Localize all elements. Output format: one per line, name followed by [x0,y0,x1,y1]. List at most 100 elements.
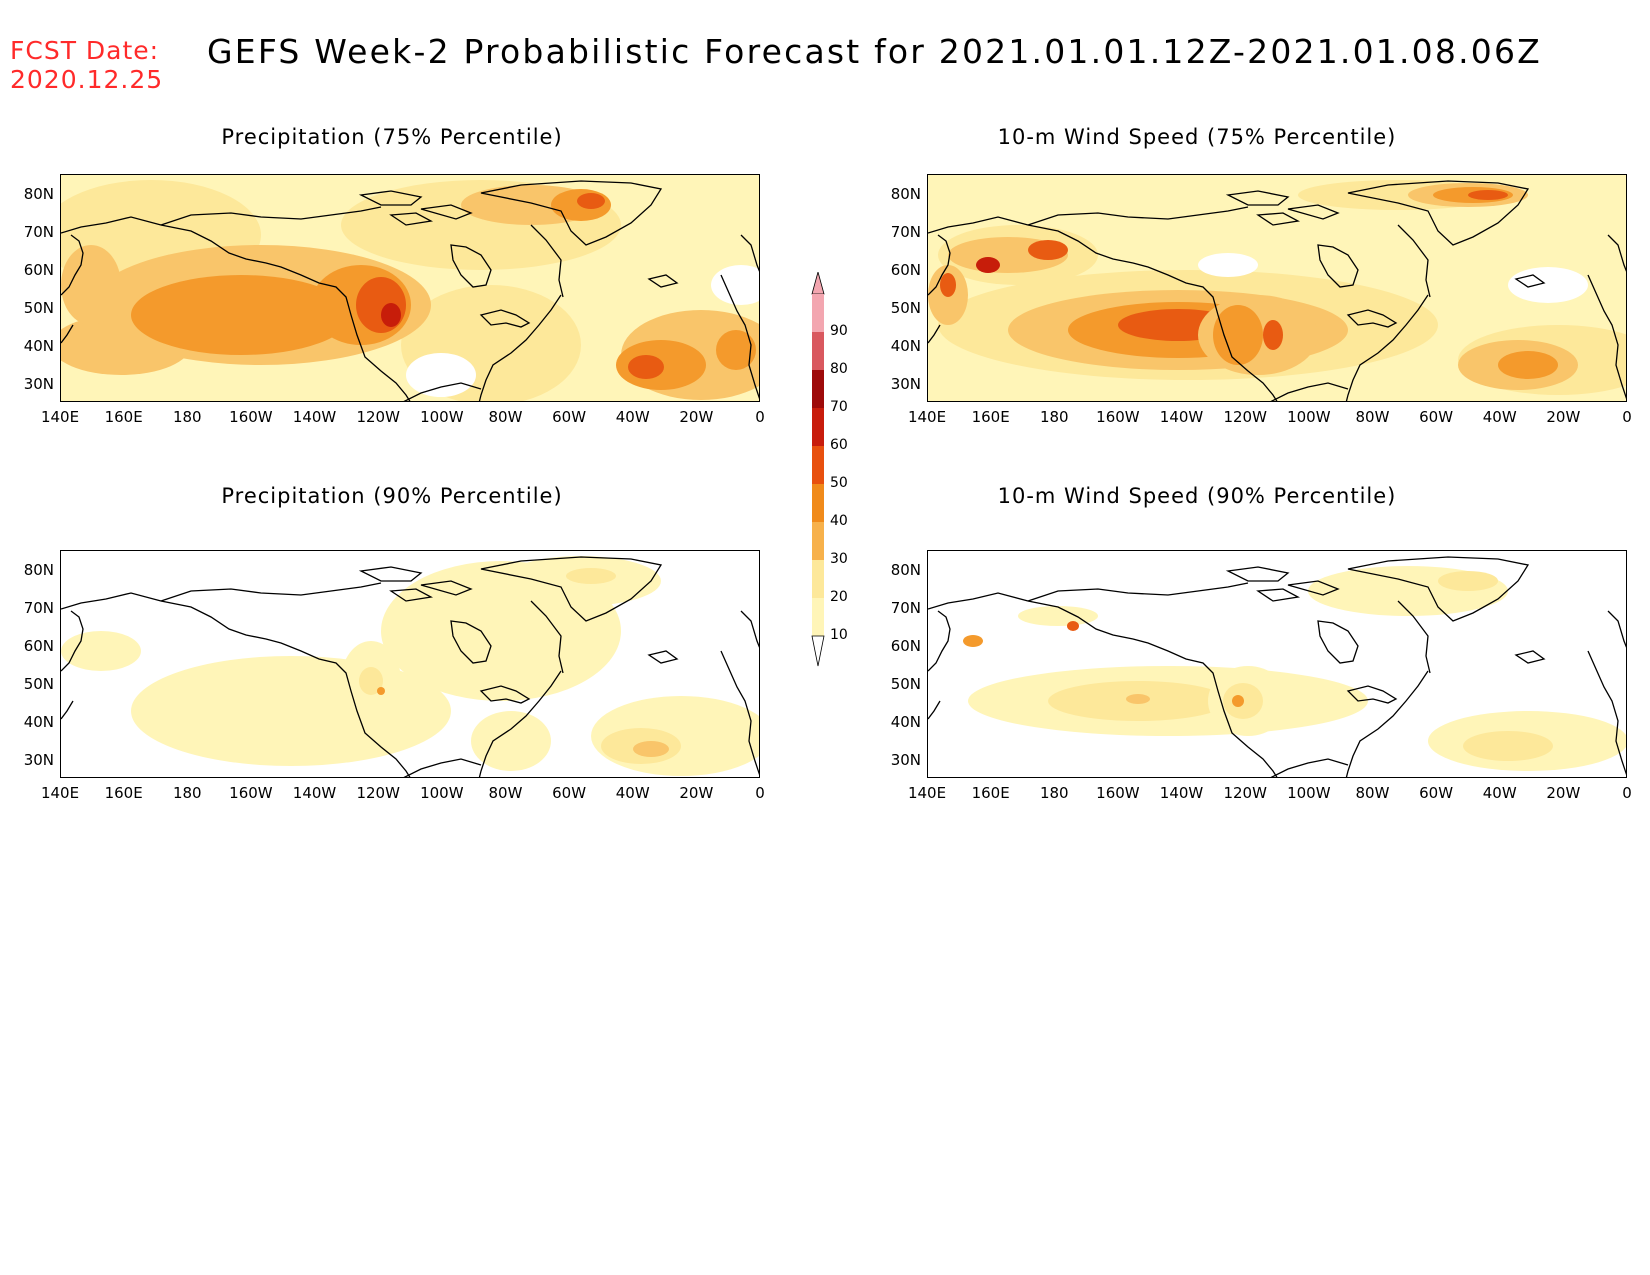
shading-region [963,635,983,647]
coastline [1256,588,1301,602]
lon-label: 40W [615,784,650,802]
coastline [1397,600,1431,674]
lat-label: 40N [890,337,921,355]
lon-label: 20W [679,784,714,802]
lat-label: 70N [890,599,921,617]
shading-region [61,631,141,671]
coastline [1345,294,1429,401]
colorbar-tick-label: 60 [830,437,848,453]
colorbar-tick-label: 70 [830,399,848,415]
lat-label: 60N [23,637,54,655]
shading-region [377,687,385,695]
shading-region [1126,694,1150,704]
lat-label: 60N [890,637,921,655]
colorbar-tick-label: 90 [830,323,848,339]
colorbar-segment [812,522,824,560]
map-wind90 [927,550,1627,778]
lon-label: 140W [292,408,337,426]
lat-label: 30N [23,375,54,393]
coastline [928,216,1278,401]
coastline [647,650,679,664]
coastline [358,566,423,582]
coastline [1027,582,1249,602]
lon-label: 100W [420,408,464,426]
coastline [1514,274,1546,288]
lat-label: 60N [890,261,921,279]
lon-label: 40W [615,408,650,426]
lon-label: 140W [1159,784,1204,802]
lon-label: 160E [104,784,143,802]
panel-title-wind75: 10-m Wind Speed (75% Percentile) [997,125,1397,149]
shading-region [976,257,1000,273]
coastline [1587,650,1626,776]
lon-label: 160E [104,408,143,426]
panel-title-wind90: 10-m Wind Speed (90% Percentile) [997,484,1397,508]
coastline [1270,382,1349,401]
shading-region [356,277,406,333]
lat-label: 50N [890,675,921,693]
lon-label: 20W [679,408,714,426]
lon-label: 100W [1287,408,1331,426]
lat-label: 80N [890,561,921,579]
coastline [1256,212,1301,226]
lat-label: 30N [890,375,921,393]
lat-label: 40N [23,713,54,731]
lon-label: 20W [1546,408,1581,426]
coastline [720,650,759,776]
lon-label: 0 [755,408,765,426]
map-wind90-svg [928,551,1626,777]
shading-region [940,273,956,297]
map-precip75 [60,174,760,402]
coastline [928,592,1278,777]
coastline [403,758,482,777]
coastline [1345,670,1429,777]
lon-label: 0 [755,784,765,802]
colorbar-tick-label: 50 [830,475,848,491]
lat-label: 80N [23,561,54,579]
lat-label: 80N [890,185,921,203]
coastline [358,190,423,206]
lon-label: 40W [1482,408,1517,426]
lat-label: 50N [23,675,54,693]
coastline [1607,234,1626,272]
lon-label: 120W [1223,784,1267,802]
shading-region [1028,240,1068,260]
coastline [480,180,663,246]
coastline [478,670,562,777]
coastline [1317,620,1359,664]
coastline [61,324,74,344]
shading-region [61,245,121,325]
coastline [61,610,84,672]
map-precip90-svg [61,551,759,777]
shading-region [1508,267,1588,303]
lat-label: 70N [890,223,921,241]
colorbar-tick-label: 80 [830,361,848,377]
shading-region [711,265,759,305]
coastline [450,244,492,288]
colorbar-segment [812,446,824,484]
lon-label: 0 [1622,784,1632,802]
shading-region [1468,190,1508,200]
lon-label: 140E [40,784,80,802]
forecast-date: FCST Date: 2020.12.25 [10,36,163,94]
lon-label: 160W [1096,784,1140,802]
lon-label: 160W [229,408,273,426]
coastline [61,234,84,296]
shading-region [1018,606,1098,626]
coastline [160,206,382,226]
lon-label: 160E [971,784,1010,802]
colorbar-tick-label: 20 [830,589,848,605]
coastline [1346,309,1398,328]
coastline [389,588,434,602]
lon-label: 60W [552,408,587,426]
colorbar [811,272,825,667]
lon-label: 140E [907,408,947,426]
coastline [1225,190,1290,206]
coastline [530,224,564,298]
shading-region [406,353,476,397]
map-precip90 [60,550,760,778]
panel-title-precip75: Precipitation (75% Percentile) [221,125,563,149]
colorbar-segment [812,598,824,636]
shading-region [131,656,451,766]
coastline [1317,244,1359,288]
